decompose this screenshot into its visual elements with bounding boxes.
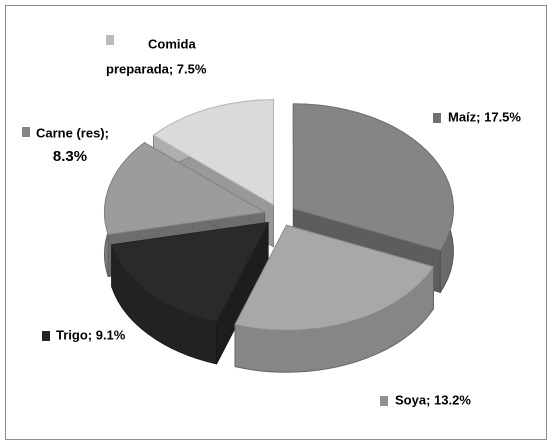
slice: [152, 99, 274, 206]
legend-swatch: [380, 396, 388, 406]
legend-swatch: [42, 331, 50, 341]
slice: [234, 224, 435, 331]
legend-swatch: [433, 113, 441, 123]
data-label: preparada; 7.5%: [106, 61, 207, 76]
data-label: Comida: [148, 36, 196, 51]
data-label: Soya; 13.2%: [395, 392, 471, 407]
data-label: Carne (res);: [36, 125, 109, 140]
data-label: Maíz; 17.5%: [448, 109, 521, 124]
data-label: Trigo; 9.1%: [56, 327, 126, 342]
slice: [104, 142, 267, 236]
legend-swatch: [22, 127, 30, 137]
slice: [292, 103, 454, 251]
data-label: 8.3%: [53, 148, 87, 165]
slice: [111, 221, 269, 323]
chart-frame: [5, 5, 547, 440]
legend-swatch: [106, 35, 114, 45]
